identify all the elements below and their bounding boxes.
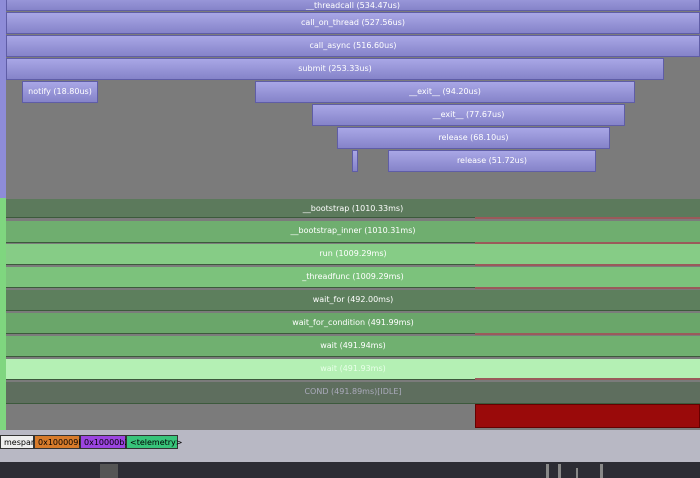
frame[interactable]: __bootstrap (1010.33ms) xyxy=(6,199,700,218)
frame[interactable]: __exit__ (77.67us) xyxy=(312,104,625,126)
timeline-mark xyxy=(576,468,578,478)
frame[interactable]: __bootstrap_inner (1010.31ms) xyxy=(6,221,700,243)
frame[interactable]: wait (491.94ms) xyxy=(6,336,700,357)
thread-strip xyxy=(0,0,6,198)
timeline-mark xyxy=(600,464,603,478)
frame[interactable] xyxy=(352,150,358,172)
marker xyxy=(475,378,700,380)
frame[interactable]: call_async (516.60us) xyxy=(6,35,700,57)
frame[interactable]: wait (491.93ms) xyxy=(6,359,700,380)
frame[interactable]: wait_for_condition (491.99ms) xyxy=(6,313,700,334)
frame[interactable]: release (68.10us) xyxy=(337,127,610,149)
frame[interactable]: COND (491.89ms)[IDLE] xyxy=(6,382,700,404)
tab[interactable]: mespans xyxy=(0,435,40,449)
timeline xyxy=(0,462,700,478)
marker xyxy=(475,264,700,266)
tab[interactable]: 0x10000b2 xyxy=(80,435,129,449)
frame[interactable]: notify (18.80us) xyxy=(22,81,98,103)
frame[interactable]: __exit__ (94.20us) xyxy=(255,81,635,103)
timeline-mark xyxy=(558,464,561,478)
frame[interactable]: wait_for (492.00ms) xyxy=(6,290,700,311)
frame[interactable]: release (51.72us) xyxy=(388,150,596,172)
frame[interactable]: submit (253.33us) xyxy=(6,58,664,80)
tab[interactable]: <telemetry> xyxy=(126,435,182,449)
marker xyxy=(475,217,700,219)
timeline-mark xyxy=(100,464,118,478)
marker xyxy=(475,287,700,289)
frame[interactable]: __threadcall (534.47us) xyxy=(6,0,700,11)
frame[interactable]: call_on_thread (527.56us) xyxy=(6,12,700,34)
timeline-mark xyxy=(546,464,549,478)
marker xyxy=(475,333,700,335)
frame[interactable]: run (1009.29ms) xyxy=(6,244,700,265)
thread-strip xyxy=(0,198,6,430)
marker xyxy=(475,242,700,244)
tab[interactable]: 0x100009b xyxy=(34,435,83,449)
frame[interactable]: _threadfunc (1009.29ms) xyxy=(6,267,700,288)
idle-bar[interactable] xyxy=(475,404,700,428)
